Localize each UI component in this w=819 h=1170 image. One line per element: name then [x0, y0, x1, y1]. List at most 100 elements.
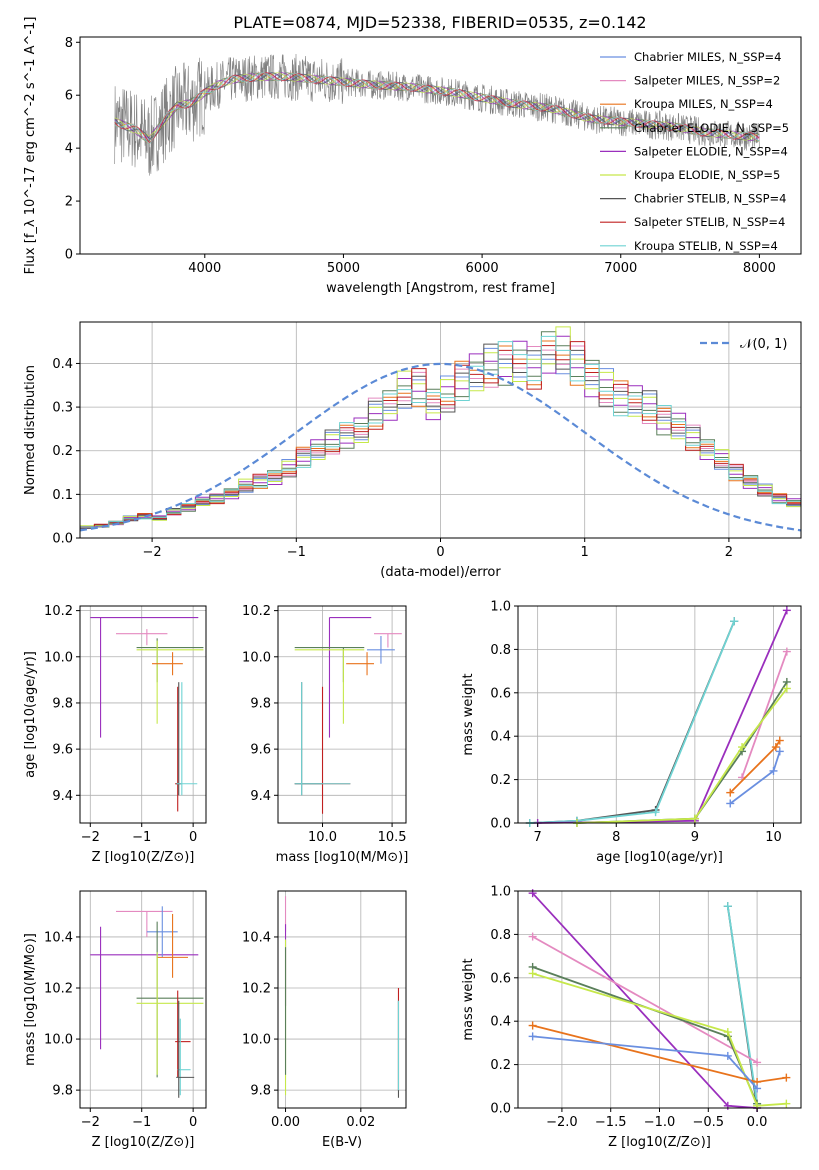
- errorbar-point-kroupa_elodie: [136, 640, 204, 724]
- histogram-salpeter_miles: [80, 345, 801, 529]
- histogram-chabrier_miles: [80, 347, 801, 529]
- series-line-salpeter_miles: [741, 651, 788, 778]
- panel-8: −2.0 −1.5 −1.0 −0.5 0.0 0.0 0.2 0.4 0.6 0.8 1.0 Z […: [461, 885, 802, 1150]
- panel-4: 10.0 10.5 9.4 9.6 9.8 10.0 10.2 mass [log10(M/M…: [242, 604, 408, 865]
- tick-label-y: 0.4: [490, 1015, 511, 1030]
- series-line-chabrier_miles: [729, 751, 781, 805]
- tick-label-x: 0: [189, 830, 197, 845]
- tick-label-y: 9.8: [250, 696, 271, 711]
- series-line-salpeter_miles: [532, 935, 758, 1064]
- y-axis-label: mass [log10(M/M⊙)]: [23, 933, 38, 1066]
- tick-label-y: 4: [65, 142, 73, 157]
- y-axis-label: mass weight: [461, 673, 476, 755]
- tick-label-x: −2: [81, 1115, 100, 1130]
- plot-area: [90, 906, 204, 1098]
- legend-entry: Salpeter STELIB, N_SSP=4: [634, 215, 785, 229]
- tick-label-y: 0.2: [52, 444, 73, 459]
- normal-curve: [80, 362, 801, 532]
- legend: Chabrier MILES, N_SSP=4 Salpeter MILES, N…: [600, 50, 789, 253]
- tick-label-y: 0.4: [490, 730, 511, 745]
- tick-label-y: 10.2: [242, 604, 271, 619]
- legend-entry: Salpeter ELODIE, N_SSP=4: [634, 144, 788, 158]
- tick-label-y: 9.8: [52, 696, 73, 711]
- tick-label-y: 6: [65, 89, 73, 104]
- tick-label-x: 0.00: [271, 1115, 300, 1130]
- ticks: 0.00 0.02 9.8 10.0 10.2 10.4: [242, 930, 375, 1130]
- x-axis-label: age [log10(age/yr)]: [596, 850, 723, 865]
- errorbar-point-salpeter_miles: [116, 629, 168, 646]
- plot-area: [284, 896, 400, 1098]
- panel-7: 0.00 0.02 9.8 10.0 10.2 10.4 E(B-V): [242, 890, 407, 1150]
- tick-label-x: 8000: [743, 261, 776, 276]
- tick-label-y: 0.0: [52, 532, 73, 547]
- series-line-chabrier_elodie: [576, 681, 788, 824]
- series-lines: [528, 889, 791, 1112]
- errorbar-point-kroupa_miles: [157, 913, 188, 978]
- x-axis-label: wavelength [Angstrom, rest frame]: [326, 281, 555, 296]
- tick-label-x: −2.0: [546, 1115, 578, 1130]
- legend-entry: Kroupa STELIB, N_SSP=4: [634, 239, 778, 253]
- tick-label-y: 0.1: [52, 488, 73, 503]
- tick-label-x: −1: [287, 545, 306, 560]
- tick-label-y: 8: [65, 36, 73, 51]
- plot-area: [528, 889, 791, 1112]
- tick-label-x: 0.0: [747, 1115, 768, 1130]
- tick-label-y: 10.2: [44, 604, 73, 619]
- tick-label-x: 2: [725, 545, 733, 560]
- series-marker-salpeter_elodie: [782, 606, 791, 615]
- errorbar-point-salpeter_stelib: [294, 686, 351, 814]
- errorbar-point-chabrier_stelib: [176, 682, 182, 796]
- tick-label-x: −2: [143, 545, 162, 560]
- tick-label-y: 0: [65, 248, 73, 263]
- errorbar-point-salpeter_elodie: [90, 616, 199, 738]
- tick-label-y: 9.8: [250, 1084, 271, 1099]
- x-axis-label: Z [log10(Z/Z⊙)]: [92, 1135, 195, 1150]
- errorbar-point-salpeter_stelib: [175, 990, 191, 1078]
- tick-label-x: 7000: [604, 261, 637, 276]
- tick-label-y: 9.4: [52, 789, 73, 804]
- series-marker-kroupa_miles: [528, 1021, 537, 1030]
- tick-label-y: 0.0: [490, 817, 511, 832]
- series-marker-kroupa_miles: [782, 1073, 791, 1082]
- series-lines: [525, 606, 791, 827]
- series-marker-kroupa_stelib: [723, 902, 732, 911]
- tick-label-x: 0: [189, 1115, 197, 1130]
- panel-5: 7 8 9 10 0.0 0.2 0.4 0.6 0.8 1.0 age [log10(age/yr…: [461, 600, 802, 865]
- series-marker-chabrier_miles: [775, 747, 784, 756]
- tick-label-y: 0.6: [490, 686, 511, 701]
- axes-frame: [79, 36, 802, 255]
- tick-label-y: 10.0: [44, 1033, 73, 1048]
- series-line-salpeter_elodie: [537, 609, 788, 824]
- tick-label-y: 0.4: [52, 357, 73, 372]
- tick-label-x: −1: [132, 1115, 151, 1130]
- axes-frame: [277, 605, 407, 824]
- series-line-kroupa_elodie: [576, 687, 788, 824]
- errorbar-point-kroupa_elodie: [136, 952, 204, 1075]
- panel-2: 𝒩(0, 1) −2 −1 0 1 2 0.0 0.1 0.2 0.3 0.4 (data-model…: [23, 321, 802, 580]
- ticks: 7 8 9 10 0.0 0.2 0.4 0.6 0.8 1.0: [490, 600, 781, 846]
- y-axis-label: age [log10(age/yr)]: [23, 651, 38, 778]
- tick-label-x: −1.0: [644, 1115, 676, 1130]
- legend-entry: Salpeter MILES, N_SSP=2: [634, 74, 780, 88]
- plot-area: Chabrier MILES, N_SSP=4 Salpeter MILES, N…: [114, 50, 789, 253]
- series-marker-chabrier_miles: [769, 766, 778, 775]
- ticks: −2 −1 0 9.8 10.0 10.2 10.4: [44, 930, 197, 1130]
- series-marker-salpeter_miles: [782, 647, 791, 656]
- ticks: 10.0 10.5 9.4 9.6 9.8 10.0 10.2: [242, 604, 407, 845]
- errorbar-point-chabrier_miles: [367, 636, 395, 664]
- tick-label-x: 0: [436, 545, 444, 560]
- tick-label-y: 1.0: [490, 885, 511, 900]
- panel-3: −2 −1 0 9.4 9.6 9.8 10.0 10.2 Z [log10(Z/Z⊙)] age…: [23, 604, 207, 865]
- tick-label-x: −1: [132, 830, 151, 845]
- tick-label-x: 5000: [327, 261, 360, 276]
- axes-frame: [517, 605, 802, 824]
- axes-frame: [79, 321, 802, 539]
- x-axis-label: mass [log10(M/M⊙)]: [276, 850, 409, 865]
- page-title: PLATE=0874, MJD=52338, FIBERID=0535, z=0…: [233, 13, 646, 32]
- tick-label-y: 9.6: [52, 743, 73, 758]
- tick-label-y: 0.2: [490, 1058, 511, 1073]
- series-marker-salpeter_miles: [753, 1058, 762, 1067]
- model-spectrum-salpeter_elodie: [114, 72, 760, 142]
- tick-label-y: 10.4: [242, 930, 271, 945]
